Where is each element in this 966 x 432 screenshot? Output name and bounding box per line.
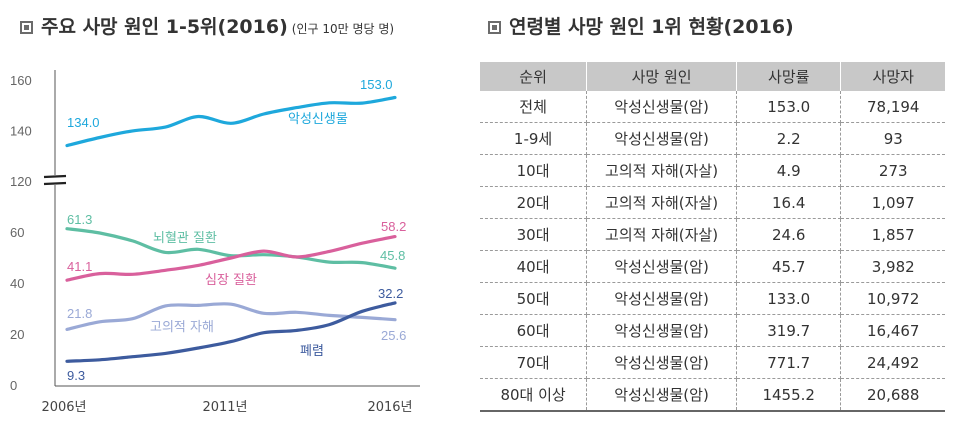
x-tick-label: 2006년 (41, 400, 86, 415)
cell-rate: 133.0 (736, 282, 842, 315)
table-row: 80대 이상 악성신생물(암) 1455.2 20,688 (480, 378, 945, 412)
cell-age-group: 50대 (480, 282, 588, 315)
series-line-heart (65, 235, 397, 282)
chart-subtitle: (인구 10만 명당 명) (291, 22, 395, 36)
death-cause-table: 순위 사망 원인 사망률 사망자 전체 악성신생물(암) 153.0 78,194 1-… (480, 62, 945, 412)
end-value-label-suicide: 25.6 (381, 328, 406, 343)
series-line-cerebro (65, 227, 397, 270)
cell-cause: 악성신생물(암) (586, 282, 737, 315)
cell-age-group: 70대 (480, 346, 588, 379)
cell-deaths: 10,972 (840, 282, 945, 315)
cell-age-group: 40대 (480, 250, 588, 283)
table-row: 1-9세 악성신생물(암) 2.2 93 (480, 122, 945, 155)
series-name-label-suicide: 고의적 자해 (150, 320, 214, 335)
header-rank: 순위 (480, 62, 588, 91)
table-row: 60대 악성신생물(암) 319.7 16,467 (480, 314, 945, 347)
cell-rate: 45.7 (736, 250, 842, 283)
axis-break-gap (44, 175, 66, 185)
header-deaths: 사망자 (840, 62, 945, 91)
start-value-label-pneumonia: 9.3 (67, 368, 85, 383)
cell-cause: 고의적 자해(자살) (586, 218, 737, 251)
cell-rate: 1455.2 (736, 378, 842, 412)
table-row: 10대 고의적 자해(자살) 4.9 273 (480, 154, 945, 187)
cell-age-group: 30대 (480, 218, 588, 251)
series-name-label-cancer: 악성신생물 (288, 112, 348, 127)
series-line-suicide (65, 302, 397, 331)
series-name-label-pneumonia: 폐렴 (300, 344, 324, 359)
start-value-label-cerebro: 61.3 (67, 212, 92, 227)
cell-rate: 16.4 (736, 186, 842, 219)
cell-age-group: 80대 이상 (480, 378, 588, 412)
square-bullet-icon (20, 21, 33, 34)
end-value-label-cancer: 153.0 (360, 77, 393, 92)
cell-cause: 악성신생물(암) (586, 250, 737, 283)
y-tick-label: 60 (10, 225, 24, 240)
start-value-label-heart: 41.1 (67, 259, 92, 274)
header-cause: 사망 원인 (586, 62, 737, 91)
y-tick-label: 20 (10, 327, 24, 342)
table-header-row: 순위 사망 원인 사망률 사망자 (480, 62, 945, 91)
y-tick-label: 160 (10, 73, 32, 88)
cell-cause: 악성신생물(암) (586, 122, 737, 155)
cell-deaths: 3,982 (840, 250, 945, 283)
table-row: 20대 고의적 자해(자살) 16.4 1,097 (480, 186, 945, 219)
start-value-label-cancer: 134.0 (67, 115, 100, 130)
x-tick-label: 2011년 (202, 400, 247, 415)
cell-rate: 771.7 (736, 346, 842, 379)
x-tick-label: 2016년 (367, 400, 412, 415)
chart-title-text: 주요 사망 원인 1-5위(2016) (41, 16, 288, 38)
table-row: 70대 악성신생물(암) 771.7 24,492 (480, 346, 945, 379)
cell-cause: 악성신생물(암) (586, 314, 737, 347)
y-tick-label: 0 (10, 378, 17, 393)
y-tick-label: 140 (10, 123, 32, 138)
cell-deaths: 1,097 (840, 186, 945, 219)
series-name-label-cerebro: 뇌혈관 질환 (153, 231, 217, 246)
cell-cause: 고의적 자해(자살) (586, 154, 737, 187)
cell-deaths: 1,857 (840, 218, 945, 251)
cell-age-group: 10대 (480, 154, 588, 187)
start-value-label-suicide: 21.8 (67, 306, 92, 321)
cell-deaths: 93 (840, 122, 945, 155)
cell-cause: 고의적 자해(자살) (586, 186, 737, 219)
cell-deaths: 78,194 (840, 91, 945, 123)
line-chart: 160 140 120 60 40 20 0 2006년 2011년 2016년 134.0 153.… (10, 70, 420, 415)
table-row: 50대 악성신생물(암) 133.0 10,972 (480, 282, 945, 315)
end-value-label-cerebro: 45.8 (380, 248, 405, 263)
axis-break-mark (43, 181, 67, 186)
cell-deaths: 273 (840, 154, 945, 187)
table-row: 30대 고의적 자해(자살) 24.6 1,857 (480, 218, 945, 251)
header-rate: 사망률 (736, 62, 842, 91)
cell-rate: 4.9 (736, 154, 842, 187)
table-title-text: 연령별 사망 원인 1위 현황(2016) (509, 16, 794, 38)
cell-cause: 악성신생물(암) (586, 378, 737, 412)
end-value-label-heart: 58.2 (381, 219, 406, 234)
cell-rate: 153.0 (736, 91, 842, 123)
axis-break-mark (43, 174, 67, 179)
cell-age-group: 20대 (480, 186, 588, 219)
series-line-pneumonia (65, 301, 397, 363)
cell-rate: 2.2 (736, 122, 842, 155)
cell-deaths: 16,467 (840, 314, 945, 347)
end-value-label-pneumonia: 32.2 (378, 286, 403, 301)
table-row: 전체 악성신생물(암) 153.0 78,194 (480, 91, 945, 123)
y-tick-label: 120 (10, 174, 32, 189)
cell-age-group: 전체 (480, 91, 588, 123)
cell-deaths: 20,688 (840, 378, 945, 412)
table-row: 40대 악성신생물(암) 45.7 3,982 (480, 250, 945, 283)
chart-title: 주요 사망 원인 1-5위(2016) (인구 10만 명당 명) (20, 12, 394, 39)
series-line-cancer (65, 95, 397, 148)
table-title: 연령별 사망 원인 1위 현황(2016) (488, 12, 794, 39)
series-name-label-heart: 심장 질환 (205, 273, 257, 288)
cell-rate: 24.6 (736, 218, 842, 251)
cell-deaths: 24,492 (840, 346, 945, 379)
cell-age-group: 1-9세 (480, 122, 588, 155)
cell-rate: 319.7 (736, 314, 842, 347)
cell-cause: 악성신생물(암) (586, 346, 737, 379)
square-bullet-icon (488, 21, 501, 34)
cell-cause: 악성신생물(암) (586, 91, 737, 123)
y-tick-label: 40 (10, 276, 24, 291)
cell-age-group: 60대 (480, 314, 588, 347)
